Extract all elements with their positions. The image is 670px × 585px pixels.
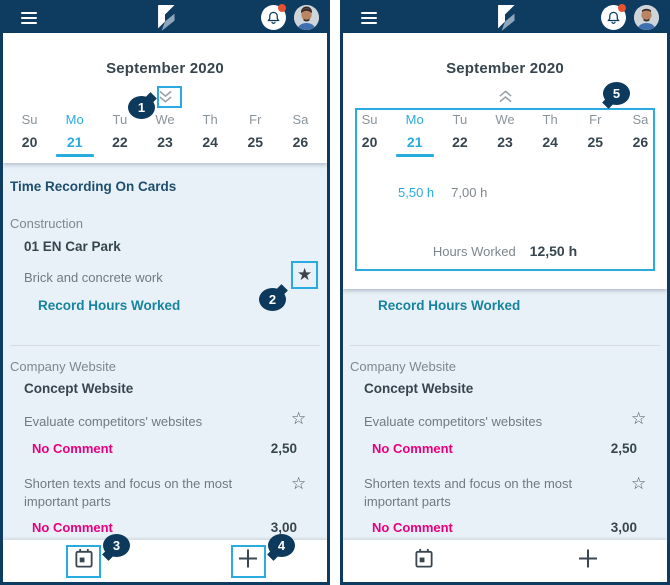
app-logo: [152, 4, 178, 37]
favorite-star-icon-outline[interactable]: ☆: [291, 474, 307, 493]
card-title: Concept Website: [364, 381, 474, 396]
day-cell-we[interactable]: We 23: [495, 112, 515, 150]
favorite-star-icon-outline[interactable]: ☆: [631, 409, 647, 428]
calendar-card-expanded: September 2020 Su 20 Mo 21 Tu 22 We 23 Th 24 …: [343, 33, 667, 289]
day-cell-th[interactable]: Th 24: [542, 112, 558, 150]
notifications-bell-icon[interactable]: [261, 4, 286, 30]
expand-calendar-button[interactable]: [153, 88, 177, 106]
notification-dot: [618, 4, 626, 12]
day-cell-fr[interactable]: Fr 25: [587, 112, 604, 150]
phone-screen-collapsed: September 2020 Su 20 Mo 21 Tu 22 We 23 Th 24 …: [0, 0, 330, 585]
day-cell-su[interactable]: Su 20: [21, 112, 38, 150]
record-hours-link[interactable]: Record Hours Worked: [378, 298, 521, 313]
day-cell-sa[interactable]: Sa 26: [632, 112, 649, 150]
notifications-bell-icon[interactable]: [601, 4, 626, 30]
task-text: Brick and concrete work: [24, 270, 163, 285]
favorite-star-icon-outline[interactable]: ☆: [631, 474, 647, 493]
add-entry-plus-icon[interactable]: [238, 549, 258, 574]
no-comment-link[interactable]: No Comment: [32, 441, 113, 456]
task-text: Evaluate competitors' websites: [24, 414, 203, 429]
day-cell-su[interactable]: Su 20: [361, 112, 378, 150]
notification-dot: [278, 4, 286, 12]
day-cell-mo-selected[interactable]: Mo 21: [392, 112, 437, 157]
section-divider: [350, 345, 660, 346]
month-title: September 2020: [106, 60, 224, 77]
add-entry-plus-icon[interactable]: [578, 549, 598, 574]
task-text: Shorten texts and focus on the most impo…: [24, 476, 233, 509]
hours-value: 2,50: [610, 441, 637, 456]
task-text: Shorten texts and focus on the most impo…: [364, 476, 573, 509]
collapse-calendar-button[interactable]: [493, 88, 517, 106]
hours-entry-selected[interactable]: 5,50 h: [398, 185, 435, 200]
selected-day-underline: [55, 154, 94, 157]
top-app-bar: [3, 3, 327, 33]
hours-total-label: Hours Worked: [432, 244, 516, 259]
calendar-today-icon[interactable]: [414, 548, 435, 575]
project-label: Construction: [10, 216, 83, 231]
double-chevron-up-icon: [498, 90, 512, 103]
no-comment-link[interactable]: No Comment: [32, 520, 113, 535]
day-cell-fr[interactable]: Fr 25: [247, 112, 264, 150]
user-avatar[interactable]: [294, 5, 319, 30]
topbar-actions: [261, 4, 319, 30]
calendar-today-icon[interactable]: [74, 548, 95, 575]
annotation-badge-1: 1: [128, 96, 155, 119]
comment-row: No Comment 2,50: [372, 441, 637, 456]
card-title: 01 EN Car Park: [24, 239, 121, 254]
annotation-badge-5: 5: [603, 82, 630, 105]
section-title: Time Recording On Cards: [10, 179, 177, 194]
card-title: Concept Website: [24, 381, 134, 396]
hours-value: 2,50: [270, 441, 297, 456]
section-divider: [10, 345, 320, 346]
week-strip: Su 20 Mo 21 Tu 22 We 23 Th 24 Fr 25 Sa 26: [7, 112, 323, 157]
day-cell-th[interactable]: Th 24: [202, 112, 218, 150]
phone-screen-expanded: September 2020 Su 20 Mo 21 Tu 22 We 23 Th 24 …: [340, 0, 670, 585]
annotation-badge-2: 2: [259, 288, 286, 311]
top-app-bar: [343, 3, 667, 33]
hours-value: 3,00: [610, 520, 637, 535]
no-comment-link[interactable]: No Comment: [372, 441, 453, 456]
hours-entry[interactable]: 7,00 h: [451, 185, 488, 200]
comment-row: No Comment 3,00: [32, 520, 297, 535]
app-logo: [492, 4, 518, 37]
day-cell-tu[interactable]: Tu 22: [112, 112, 128, 150]
day-hours-entries: 5,50 h 7,00 h: [398, 185, 487, 200]
comment-row: No Comment 2,50: [32, 441, 297, 456]
week-strip: Su 20 Mo 21 Tu 22 We 23 Th 24 Fr 25 Sa 26: [347, 112, 663, 157]
task-text: Evaluate competitors' websites: [364, 414, 543, 429]
selected-day-underline: [395, 154, 434, 157]
no-comment-link[interactable]: No Comment: [372, 520, 453, 535]
topbar-actions: [601, 4, 659, 30]
bottom-toolbar: [343, 540, 667, 582]
menu-icon[interactable]: [21, 12, 37, 27]
calendar-card: September 2020 Su 20 Mo 21 Tu 22 We 23 Th 24 …: [3, 33, 327, 163]
day-cell-mo-selected[interactable]: Mo 21: [52, 112, 97, 157]
day-cell-sa[interactable]: Sa 26: [292, 112, 309, 150]
favorite-star-icon-filled[interactable]: ★: [297, 265, 313, 284]
hours-value: 3,00: [270, 520, 297, 535]
hours-total-row: Hours Worked 12,50 h: [343, 243, 667, 259]
annotation-badge-3: 3: [103, 534, 130, 557]
project-label: Company Website: [10, 359, 116, 374]
hours-total-value: 12,50 h: [529, 243, 578, 259]
menu-icon[interactable]: [361, 12, 377, 27]
day-cell-we[interactable]: We 23: [155, 112, 175, 150]
user-avatar[interactable]: [634, 5, 659, 30]
month-title: September 2020: [446, 60, 564, 77]
record-hours-link[interactable]: Record Hours Worked: [38, 298, 181, 313]
annotation-badge-4: 4: [268, 534, 295, 557]
favorite-star-icon-outline[interactable]: ☆: [291, 409, 307, 428]
double-chevron-down-icon: [158, 90, 172, 103]
comment-row: No Comment 3,00: [372, 520, 637, 535]
day-cell-tu[interactable]: Tu 22: [452, 112, 468, 150]
project-label: Company Website: [350, 359, 456, 374]
